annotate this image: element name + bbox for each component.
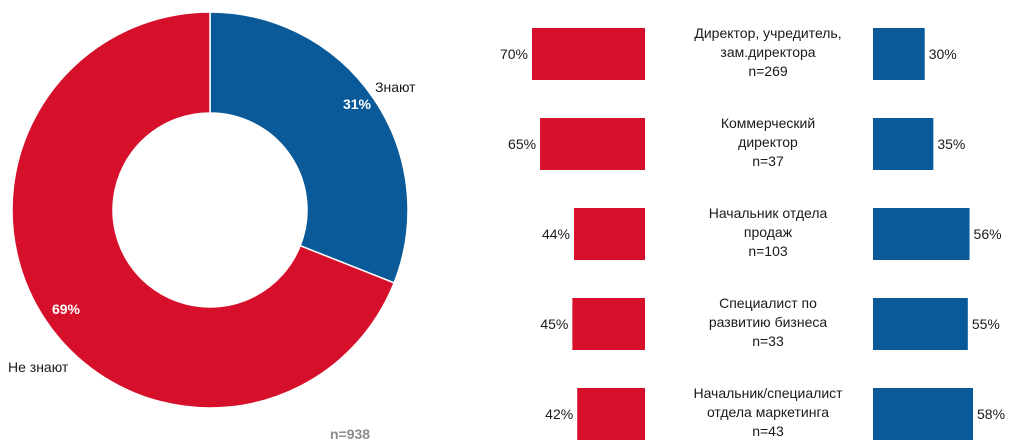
category-label-0-line-2: n=269 (748, 63, 788, 79)
bar-red-label-4: 42% (545, 406, 573, 422)
donut-slice-know (209, 11, 409, 284)
bar-red-2 (573, 208, 645, 260)
bar-blue-3 (873, 298, 968, 350)
bar-blue-label-3: 55% (972, 316, 1000, 332)
donut-sample-size: n=938 (330, 426, 370, 442)
category-label-4-line-0: Начальник/специалист (693, 385, 843, 401)
bar-blue-label-2: 56% (974, 226, 1002, 242)
bar-blue-4 (873, 388, 973, 440)
category-label-2-line-2: n=103 (748, 243, 788, 259)
bar-blue-label-0: 30% (929, 46, 957, 62)
category-label-2-line-0: Начальник отдела (709, 205, 828, 221)
category-label-1-line-2: n=37 (752, 153, 784, 169)
bar-red-1 (540, 118, 645, 170)
bar-red-4 (577, 388, 645, 440)
category-label-4-line-2: n=43 (752, 423, 784, 439)
bar-blue-label-4: 58% (977, 406, 1005, 422)
category-label-0-line-1: зам.директора (720, 44, 815, 60)
category-label-1-line-1: директор (738, 134, 798, 150)
slice-label-dont-know: Не знают (8, 359, 69, 375)
donut-slice-dont-know (11, 11, 396, 409)
slice-label-know-pct: 31% (343, 96, 372, 112)
category-label-1-line-0: Коммерческий (721, 115, 815, 131)
slice-label-know: Знают (375, 79, 416, 95)
donut-chart: 31% 69% Знают Не знают n=938 (8, 11, 416, 442)
category-label-3-line-2: n=33 (752, 333, 784, 349)
bar-blue-1 (873, 118, 934, 170)
category-label-0-line-0: Директор, учредитель, (694, 25, 841, 41)
bar-red-label-0: 70% (500, 46, 528, 62)
bar-blue-label-1: 35% (937, 136, 965, 152)
category-label-3-line-0: Специалист по (719, 295, 817, 311)
bar-red-3 (572, 298, 645, 350)
bar-blue-0 (873, 28, 925, 80)
bar-red-0 (532, 28, 645, 80)
slice-label-dont-know-pct: 69% (52, 301, 81, 317)
category-label-4-line-1: отдела маркетинга (707, 404, 829, 420)
bar-blue-2 (873, 208, 970, 260)
category-label-2-line-1: продаж (744, 224, 793, 240)
bar-red-label-2: 44% (542, 226, 570, 242)
category-label-3-line-1: развитию бизнеса (709, 314, 827, 330)
bar-red-label-3: 45% (540, 316, 568, 332)
bar-red-label-1: 65% (508, 136, 536, 152)
